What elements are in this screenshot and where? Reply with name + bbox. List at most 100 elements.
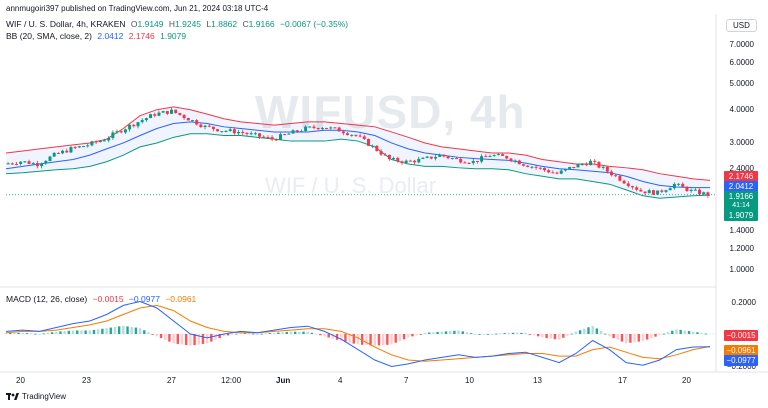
candle-body — [170, 109, 174, 114]
candle-body — [304, 126, 308, 132]
macd-hist-bar — [109, 327, 112, 334]
candle-body — [614, 175, 618, 177]
macd-hist-bar — [105, 328, 108, 334]
macd-hist-bar — [503, 333, 506, 334]
candle-body — [454, 158, 458, 160]
price-axis-label: 3.0000 — [729, 137, 754, 147]
close-value: 1.9166 — [248, 19, 275, 29]
candle-body — [216, 129, 220, 132]
macd-hist-bar — [151, 334, 154, 335]
candle-body — [61, 150, 65, 154]
macd-hist-bar — [566, 334, 569, 336]
candle-body — [396, 157, 400, 162]
macd-hist-bar — [591, 325, 594, 334]
candle-body — [463, 162, 467, 164]
macd-hist-bar — [520, 332, 523, 334]
bb-legend[interactable]: BB (20, SMA, close, 2) 2.0412 2.1746 1.9… — [6, 31, 189, 41]
macd-hist-bar — [553, 334, 557, 340]
time-axis-label: 7 — [404, 376, 409, 385]
candle-body — [668, 188, 672, 191]
macd-hist-bar — [319, 334, 322, 336]
macd-hist-bar — [126, 326, 129, 334]
macd-hist-bar — [306, 331, 309, 334]
candle-body — [65, 150, 69, 153]
candle-body — [413, 160, 417, 163]
macd-hist-bar — [377, 334, 381, 346]
candle-body — [224, 130, 228, 132]
candle-body — [547, 170, 551, 173]
candle-body — [278, 134, 282, 140]
time-axis-label: 13 — [533, 376, 542, 385]
watermark-ticker: WIFUSD, 4h — [255, 86, 526, 138]
candle-body — [228, 129, 232, 131]
macd-hist-bar — [365, 334, 368, 346]
candle-body — [94, 141, 98, 143]
symbol-title: WIF / U. S. Dollar, 4h, KRAKEN — [6, 19, 126, 29]
macd-hist-bar — [189, 334, 192, 346]
currency-button[interactable]: USD — [726, 19, 757, 32]
candle-body — [517, 160, 521, 165]
candle-body — [656, 190, 660, 195]
brand[interactable]: TradingView — [6, 392, 66, 401]
candle-body — [488, 156, 492, 158]
time-axis-label: 23 — [82, 376, 91, 385]
candle-body — [115, 131, 119, 133]
candle-body — [149, 114, 153, 119]
candle-body — [555, 172, 559, 174]
candle-body — [262, 136, 266, 138]
macd-hist-bar — [352, 334, 356, 344]
candle-body — [513, 160, 517, 162]
candle-body — [584, 164, 588, 166]
macd-line-value: −0.0977 — [128, 294, 160, 304]
macd-hist-bar — [42, 333, 45, 335]
time-axis-label: 10 — [465, 376, 474, 385]
macd-hist-bar — [411, 334, 414, 337]
candle-body — [211, 126, 215, 130]
candle-body — [52, 152, 56, 157]
macd-hist-bar — [599, 331, 603, 334]
macd-hist-bar — [218, 334, 221, 339]
macd-hist-bar — [570, 333, 573, 335]
bb-basis-tag: 2.0412 — [724, 181, 758, 192]
macd-legend[interactable]: MACD (12, 26, close) −0.0015 −0.0977 −0.… — [6, 294, 199, 304]
candle-body — [366, 139, 370, 146]
candle-body — [111, 132, 115, 138]
macd-hist-bar — [486, 334, 490, 335]
bb-basis-line — [5, 121, 710, 189]
candle-body — [119, 131, 123, 133]
candle-body — [6, 163, 10, 165]
tradingview-logo-icon — [6, 393, 19, 400]
macd-hist-bar — [604, 333, 607, 335]
time-axis-label: 17 — [618, 376, 627, 385]
candle-body — [346, 133, 350, 136]
macd-hist-bar — [50, 332, 54, 334]
candle-body — [580, 164, 584, 166]
macd-hist-bar — [482, 334, 485, 335]
bb-lower-tag: 1.9079 — [724, 210, 758, 221]
macd-line — [5, 300, 711, 368]
macd-hist-bar — [159, 334, 163, 339]
candle-body — [484, 156, 488, 158]
candle-body — [316, 128, 320, 130]
macd-hist-bar — [92, 329, 96, 334]
macd-hist-bar — [96, 329, 100, 334]
candle-body — [417, 158, 421, 163]
macd-hist-bar — [172, 334, 175, 344]
published-line: annmugoiri397 published on TradingView.c… — [6, 4, 269, 13]
bar-countdown: 41:14 — [732, 202, 750, 209]
macd-hist-bar — [507, 332, 511, 334]
macd-hist-bar — [578, 330, 582, 334]
price-axis-label: 6.0000 — [729, 57, 754, 67]
candle-body — [618, 175, 622, 181]
candle-body — [207, 125, 211, 127]
candle-body — [153, 114, 157, 116]
candle-body — [35, 163, 39, 167]
macd-hist-bar — [193, 334, 196, 346]
macd-hist-bar — [197, 334, 200, 345]
candle-body — [706, 192, 710, 196]
symbol-legend: WIF / U. S. Dollar, 4h, KRAKEN O1.9149 H… — [6, 19, 349, 29]
macd-hist-bar — [340, 334, 343, 342]
candle-body — [40, 163, 44, 167]
candle-body — [320, 127, 324, 130]
